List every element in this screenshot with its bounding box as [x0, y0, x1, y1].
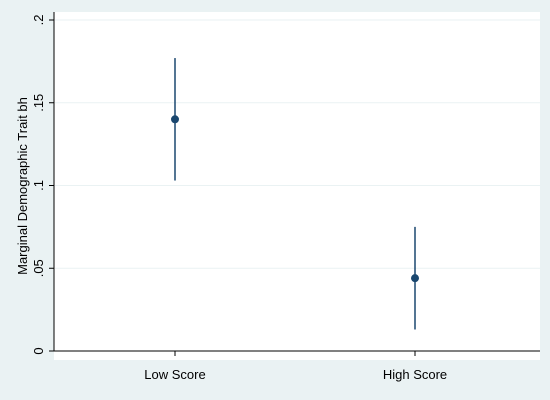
data-marks: [171, 58, 419, 330]
y-tick-label: .1: [31, 180, 46, 191]
y-tick-label: .15: [31, 94, 46, 112]
x-tick-label: Low Score: [144, 367, 205, 382]
y-tick-label: .05: [31, 259, 46, 277]
data-point: [411, 274, 419, 283]
x-tick-label: High Score: [383, 367, 447, 382]
axes: 0 .05 .1 .15 .2 Low Score High Score: [31, 12, 540, 382]
gridlines: [55, 19, 540, 269]
y-axis-label: Marginal Demographic Trait bh: [15, 97, 30, 275]
y-tick-label: .2: [31, 15, 46, 26]
y-tick-label: 0: [31, 347, 46, 354]
data-point: [171, 115, 179, 124]
